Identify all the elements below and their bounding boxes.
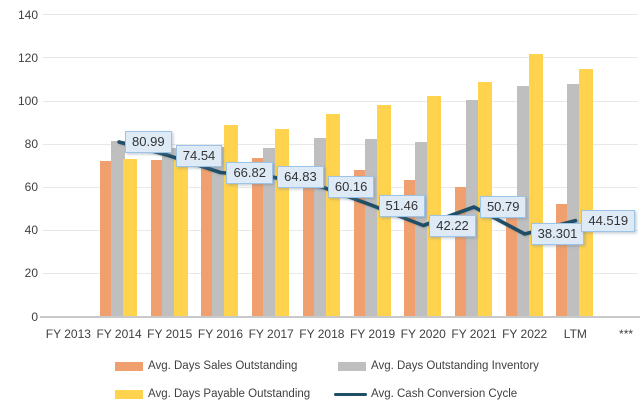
bar-dso-fy-2014 — [100, 161, 115, 317]
bar-dso-fy-2017 — [252, 158, 267, 317]
legend-label-dpo: Avg. Days Payable Outstanding — [148, 388, 311, 400]
y-tick-40: 40 — [24, 223, 38, 238]
y-tick-20: 20 — [24, 266, 38, 281]
gridline-y-80 — [43, 143, 638, 145]
data-label-ccc-fy-2018: 60.16 — [327, 175, 375, 198]
bar-dpo-ltm — [579, 68, 594, 317]
data-label-ccc-ltm: 44.519 — [581, 209, 636, 232]
legend-label-dio: Avg. Days Outstanding Inventory — [371, 360, 539, 372]
x-tick-fy-2020: FY 2020 — [400, 327, 446, 341]
x-tick-fy-2021: FY 2021 — [451, 327, 497, 341]
bar-dso-fy-2019 — [353, 169, 368, 317]
data-label-ccc-fy-2020: 42.22 — [429, 214, 476, 237]
x-tick-fy-2019: FY 2019 — [349, 327, 396, 341]
x-tick-fy-2017: FY 2017 — [248, 327, 294, 341]
bar-dso-fy-2015 — [150, 160, 165, 317]
data-label-ccc-fy-2015: 74.54 — [175, 144, 223, 167]
data-label-ccc-fy-2014: 80.99 — [125, 130, 172, 153]
legend-marker-dio — [338, 362, 366, 371]
x-tick-fy-2015: FY 2015 — [147, 327, 193, 341]
bar-dpo-fy-2015 — [173, 160, 188, 317]
data-label-ccc-fy-2021: 50.79 — [479, 196, 527, 219]
gridline-y-140 — [43, 14, 638, 16]
x-tick-: *** — [619, 327, 634, 341]
legend-marker-dpo — [115, 390, 143, 399]
x-tick-fy-2013: FY 2013 — [45, 327, 91, 341]
gridline-y-120 — [43, 57, 638, 59]
x-tick-fy-2014: FY 2014 — [96, 327, 142, 341]
gridline-y-40 — [43, 229, 638, 231]
x-tick-fy-2016: FY 2016 — [197, 327, 244, 341]
y-tick-60: 60 — [24, 180, 38, 195]
bar-dio-fy-2014 — [111, 140, 126, 317]
bar-dio-ltm — [567, 83, 582, 317]
gridline-y-100 — [43, 100, 638, 102]
legend-marker-dso — [115, 362, 143, 371]
bar-dso-fy-2022 — [505, 203, 520, 317]
bar-dpo-fy-2022 — [528, 53, 543, 317]
data-label-ccc-fy-2017: 64.83 — [277, 165, 324, 188]
legend-label-dso: Avg. Days Sales Outstanding — [148, 360, 298, 372]
data-label-ccc-fy-2016: 66.82 — [226, 161, 273, 184]
bar-dio-fy-2016 — [212, 147, 227, 317]
y-tick-0: 0 — [31, 309, 38, 324]
y-tick-100: 100 — [17, 94, 38, 108]
y-tick-140: 140 — [17, 7, 38, 22]
x-tick-fy-2022: FY 2022 — [502, 327, 548, 341]
bar-dso-fy-2016 — [201, 162, 216, 317]
y-tick-120: 120 — [17, 50, 38, 65]
data-label-ccc-fy-2022: 38.301 — [530, 222, 585, 245]
bar-dpo-fy-2020 — [427, 95, 442, 317]
bar-dpo-fy-2018 — [325, 113, 340, 317]
data-label-ccc-fy-2019: 51.46 — [378, 194, 426, 217]
gridline-y-20 — [43, 272, 638, 274]
legend-label-ccc: Avg. Cash Conversion Cycle — [371, 388, 518, 400]
bar-dio-fy-2015 — [161, 148, 176, 317]
x-axis-line — [40, 315, 640, 318]
bar-dio-fy-2020 — [415, 141, 430, 317]
bar-dso-fy-2018 — [302, 168, 317, 317]
legend-marker-ccc-line — [334, 392, 367, 396]
y-tick-80: 80 — [24, 137, 38, 152]
x-tick-fy-2018: FY 2018 — [299, 327, 345, 341]
x-tick-ltm: LTM — [563, 327, 587, 341]
bar-dio-fy-2017 — [263, 148, 278, 317]
bar-dpo-fy-2014 — [123, 159, 138, 317]
